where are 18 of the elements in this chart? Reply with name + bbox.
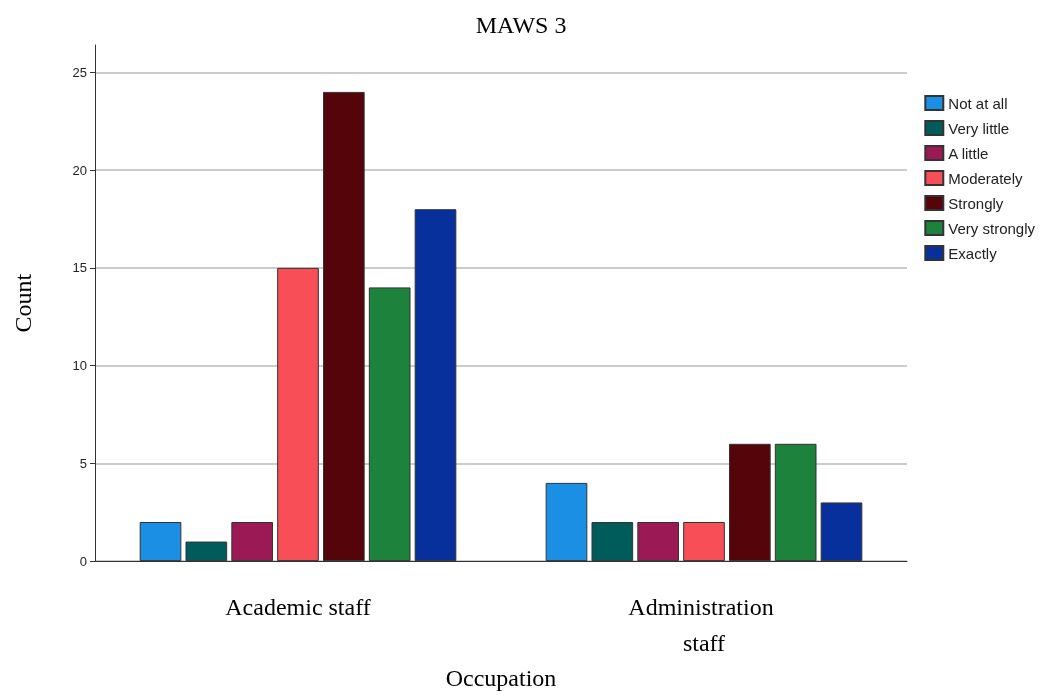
x-axis-title: Occupation xyxy=(445,665,557,691)
y-tick-label: 20 xyxy=(72,162,87,178)
y-tick-label: 10 xyxy=(72,358,87,374)
y-tick-label: 0 xyxy=(79,553,87,569)
x-tick-label: Administration staff xyxy=(628,594,780,657)
legend-label: Moderately xyxy=(948,169,1023,187)
y-tick-label: 15 xyxy=(72,260,87,276)
y-tick-label: 5 xyxy=(79,455,87,471)
legend-label: Very strongly xyxy=(948,219,1036,237)
legend-label: Exactly xyxy=(948,244,998,262)
y-tick-label: 25 xyxy=(72,64,87,80)
y-axis-title: Count xyxy=(10,273,36,333)
legend-label: Strongly xyxy=(948,194,1004,212)
x-tick-label: Academic staff xyxy=(225,594,371,621)
legend-label: Very little xyxy=(948,119,1010,137)
legend-label: A little xyxy=(948,144,989,162)
chart-title: MAWS 3 xyxy=(475,12,567,38)
legend-label: Not at all xyxy=(948,94,1008,112)
